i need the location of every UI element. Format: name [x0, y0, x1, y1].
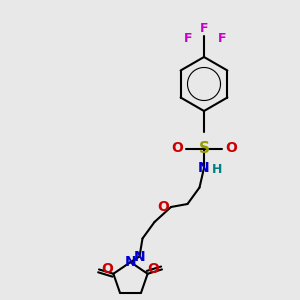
- Text: O: O: [101, 262, 113, 276]
- Text: F: F: [200, 22, 208, 34]
- Text: F: F: [218, 32, 226, 46]
- Text: S: S: [199, 141, 209, 156]
- Text: F: F: [184, 32, 192, 46]
- Text: N: N: [125, 255, 136, 269]
- Text: H: H: [212, 163, 222, 176]
- Text: O: O: [148, 262, 160, 276]
- Text: O: O: [225, 142, 237, 155]
- Text: N: N: [198, 161, 210, 175]
- Text: O: O: [171, 142, 183, 155]
- Text: N: N: [134, 250, 145, 263]
- Text: O: O: [158, 200, 169, 214]
